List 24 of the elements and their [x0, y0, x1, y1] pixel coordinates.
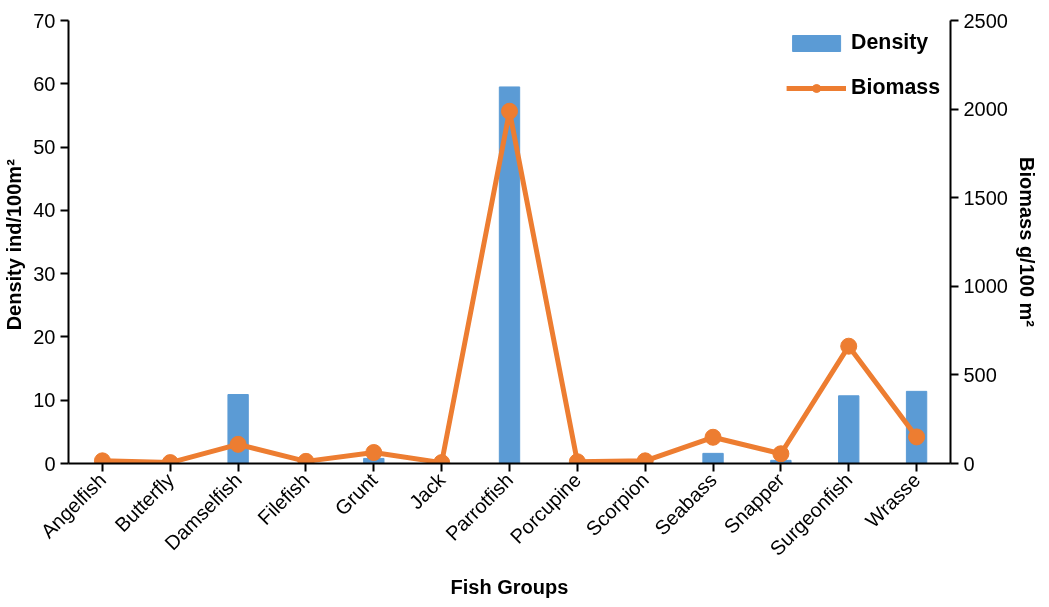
y-tick-label: 40 — [33, 199, 56, 222]
y-tick-label: 30 — [33, 262, 56, 285]
y-axis-title: Density ind/100m² — [3, 158, 26, 331]
y-tick-label: 10 — [33, 389, 56, 412]
y-tick-label: 70 — [33, 9, 56, 32]
bar — [838, 395, 860, 464]
x-axis-title: Fish Groups — [450, 575, 569, 598]
y-tick-label: 20 — [33, 325, 56, 348]
y-tick-label: 60 — [33, 72, 56, 95]
y2-tick-label: 1500 — [963, 186, 1008, 209]
y2-tick-label: 1000 — [963, 275, 1008, 298]
y2-axis-title: Biomass g/100 m² — [1015, 156, 1038, 328]
point — [840, 337, 858, 355]
point — [501, 102, 518, 120]
legend-label: Density — [851, 30, 929, 55]
y-tick-label: 50 — [33, 136, 56, 159]
y2-tick-label: 2500 — [963, 9, 1008, 32]
y2-tick-label: 0 — [963, 452, 975, 475]
y-tick-label: 0 — [44, 452, 56, 475]
y2-tick-label: 500 — [963, 363, 997, 386]
y2-tick-label: 2000 — [963, 98, 1008, 121]
legend-label: Biomass — [851, 75, 940, 100]
bar — [498, 86, 521, 464]
bar — [702, 452, 724, 464]
